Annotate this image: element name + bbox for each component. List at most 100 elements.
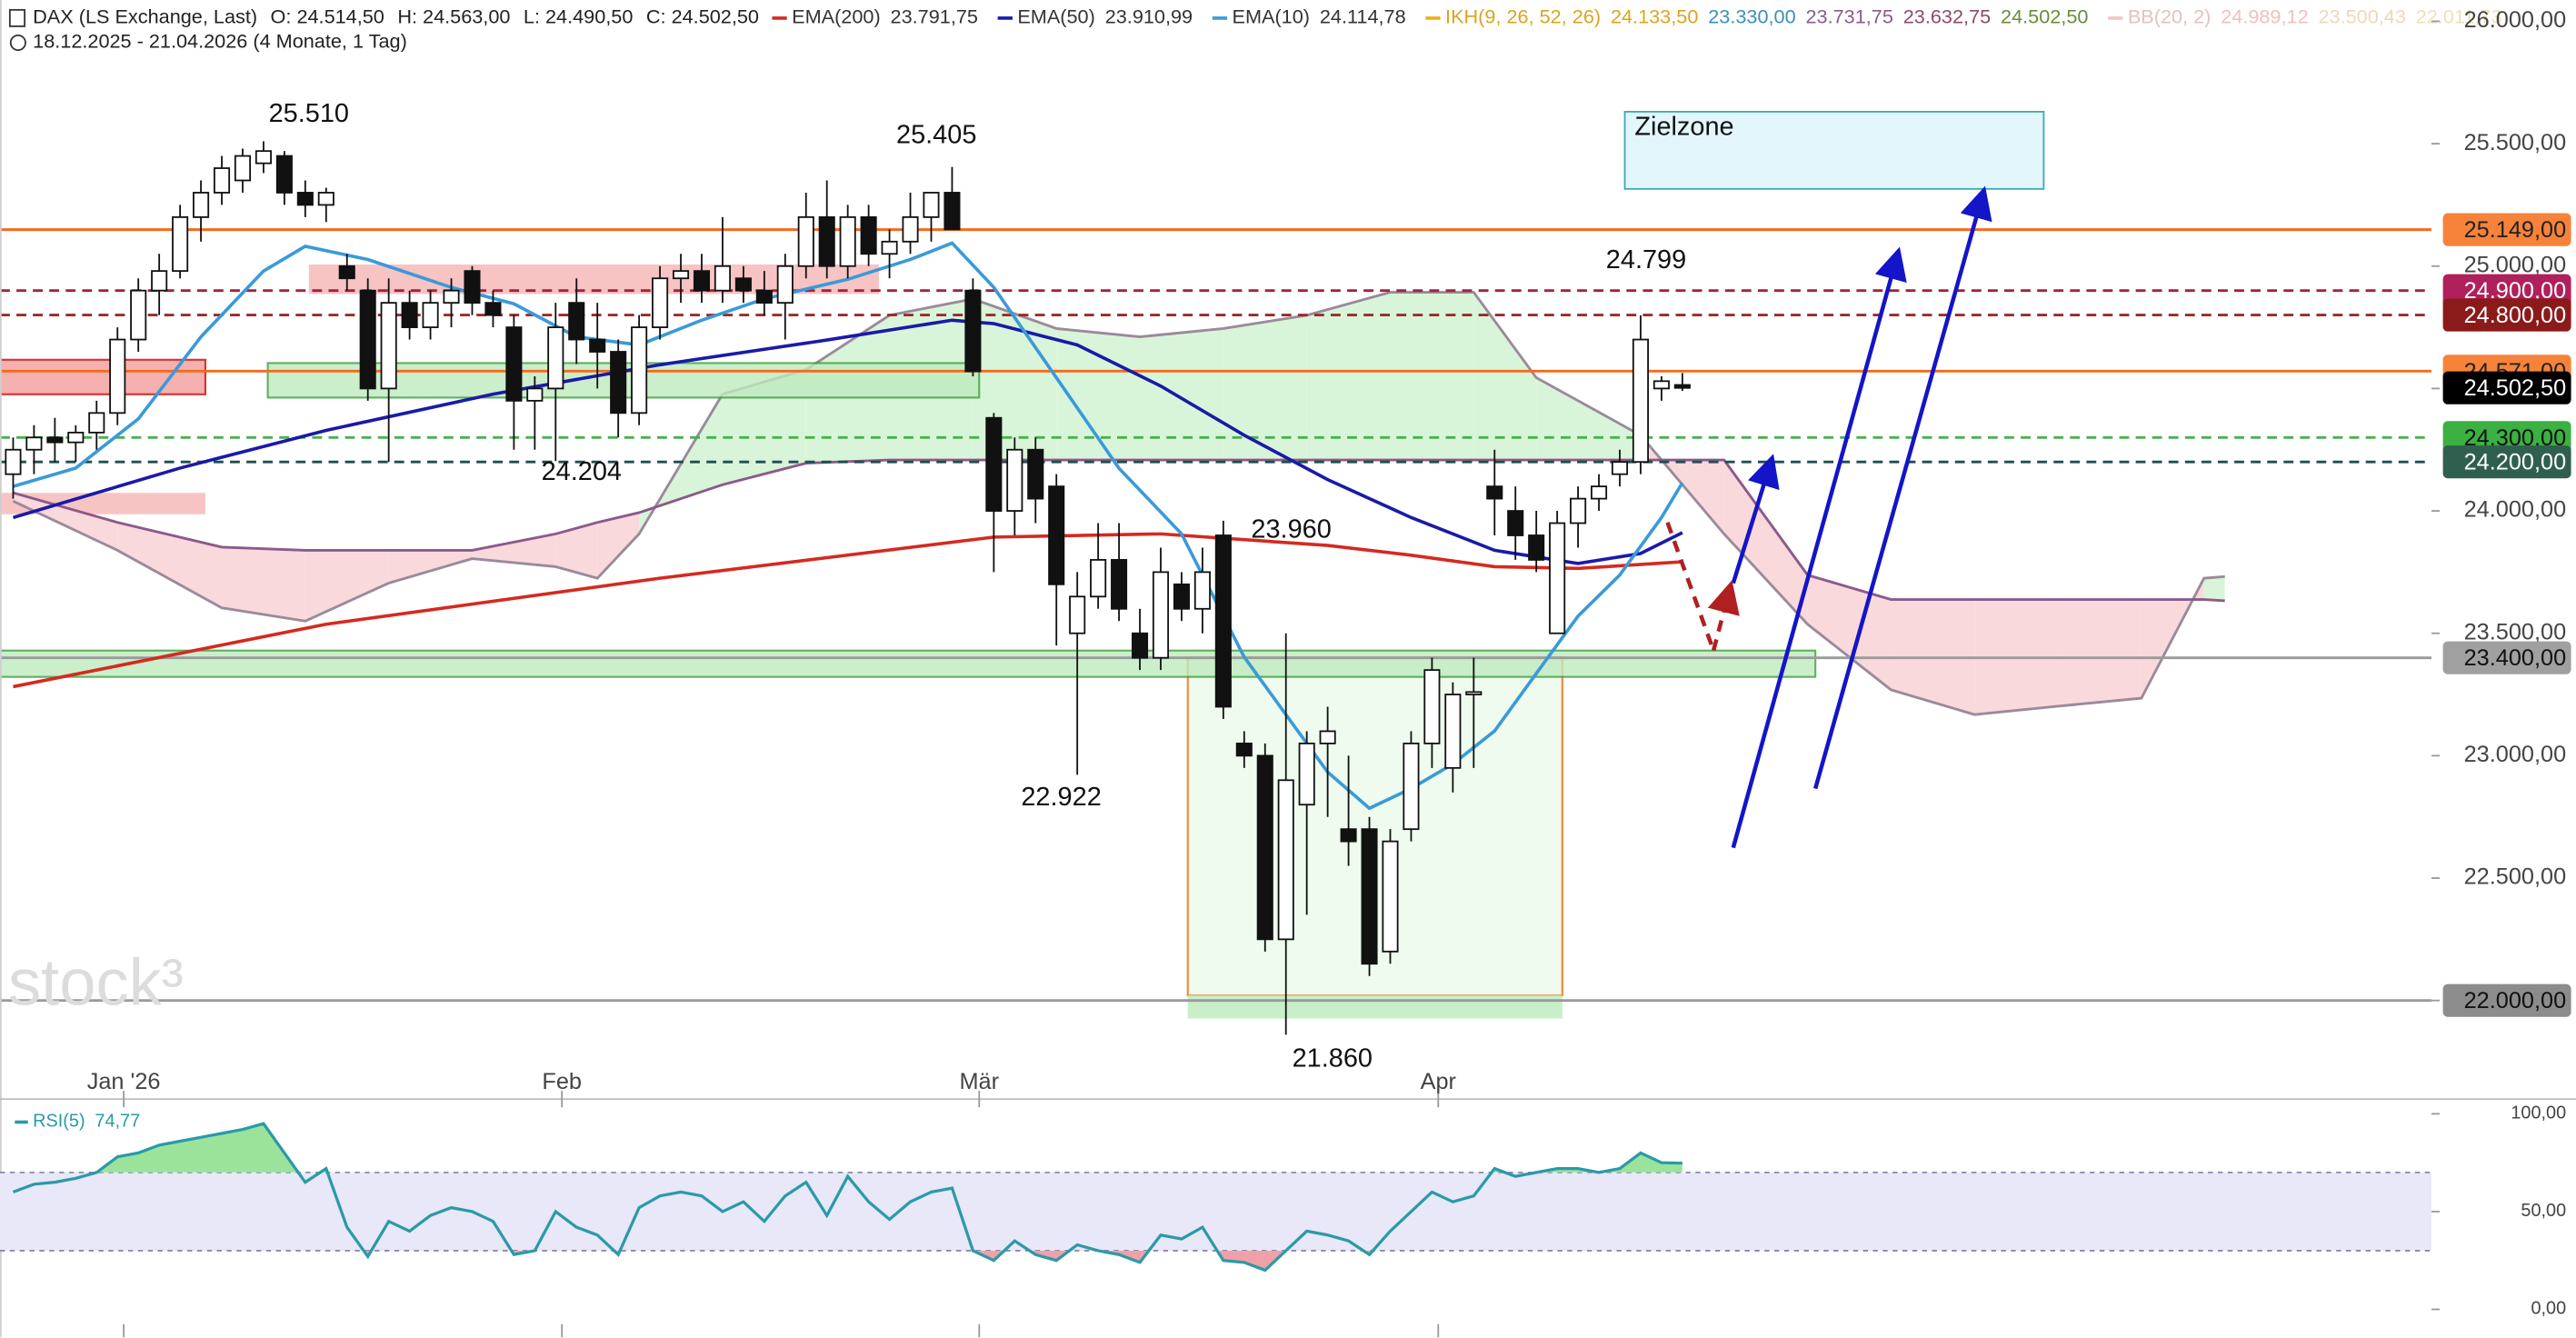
- price-tag: [2442, 984, 2571, 1017]
- candle-body: [213, 167, 231, 194]
- price-tag: [2442, 298, 2571, 332]
- arrow: [1665, 521, 1716, 652]
- cloud-segment: [1223, 315, 1307, 461]
- clock-icon: [9, 34, 26, 52]
- cloud-segment: [1723, 460, 1808, 624]
- ema-line: [12, 318, 1683, 565]
- legend-value: 24.114,78: [1320, 5, 1406, 28]
- candle-body: [1652, 380, 1670, 390]
- candle-body: [547, 326, 564, 390]
- cloud-segment: [2203, 576, 2225, 601]
- candle-body: [1277, 779, 1294, 941]
- legend-value: 23.791,75: [891, 5, 978, 28]
- date-range: 18.12.2025 - 21.04.2026 (4 Monate, 1 Tag…: [33, 30, 407, 53]
- cloud-segment: [388, 550, 473, 584]
- cloud-segment: [305, 550, 389, 622]
- cloud-segment: [1306, 292, 1391, 461]
- candle-body: [422, 302, 439, 328]
- candle-body: [1444, 694, 1462, 769]
- candle-body: [1465, 691, 1483, 695]
- price-tag: [2442, 641, 2571, 674]
- legend-name: BB(20, 2): [2128, 5, 2212, 28]
- candle-body: [1632, 338, 1649, 464]
- price-tag-label: 24.200,00: [2464, 450, 2567, 475]
- legend-value: 23.500,43: [2318, 5, 2405, 28]
- ema-line: [12, 241, 1684, 811]
- candle-body: [296, 192, 314, 206]
- header: DAX (LS Exchange, Last) O: 24.514,50 H: 24…: [8, 5, 2502, 53]
- candles: [5, 141, 1691, 1035]
- candle-body: [631, 326, 648, 414]
- legend-value: 22.011,73: [2416, 5, 2502, 28]
- candle-body: [881, 240, 898, 255]
- cloud-segment: [555, 522, 598, 579]
- candle-body: [1673, 384, 1691, 389]
- candle-body: [25, 436, 43, 451]
- candle-body: [443, 289, 460, 305]
- arrow: [1731, 454, 1780, 584]
- candle-body: [1423, 669, 1441, 744]
- legend-value: 24.989,12: [2221, 5, 2308, 28]
- y-tick-label: 26.000,00: [2464, 7, 2567, 33]
- price-tag-label: 23.400,00: [2464, 645, 2567, 671]
- candle-body: [1069, 595, 1086, 634]
- arrows: [1665, 185, 1992, 849]
- candle-body: [652, 277, 669, 328]
- candle-body: [1611, 461, 1629, 475]
- price-tag: [2442, 445, 2571, 479]
- candle-body: [1528, 534, 1545, 561]
- last-price-tag: [2442, 371, 2571, 404]
- rsi-panel: 0,00 50,00 100,00 RSI(5) 74,77: [0, 1103, 2566, 1319]
- legend-value: 23.910,99: [1105, 5, 1193, 28]
- chart-icon: [8, 8, 26, 27]
- candle-body: [1382, 840, 1399, 953]
- candle-body: [734, 277, 752, 292]
- candle-body: [505, 326, 523, 402]
- cloud-segment: [1140, 328, 1223, 461]
- candle-body: [151, 270, 168, 292]
- candle-body: [1403, 743, 1420, 831]
- candle-body: [1319, 730, 1336, 744]
- candle-body: [1193, 571, 1211, 610]
- candle-body: [1298, 743, 1315, 806]
- ohlc-label: C: 24.502,50: [646, 5, 759, 28]
- cloud-span: [12, 291, 2225, 716]
- candle-body: [255, 150, 272, 165]
- rsi-legend-name: RSI(5): [33, 1112, 85, 1132]
- annotation: 21.860: [1293, 1043, 1373, 1073]
- candle-body: [317, 192, 334, 206]
- annotation: 22.922: [1021, 783, 1101, 812]
- cloud-segment: [1536, 377, 1641, 461]
- candle-body: [1340, 828, 1357, 843]
- legend-value: 24.502,50: [2001, 5, 2088, 28]
- zone: [1187, 995, 1563, 1019]
- legend-value: 24.133,50: [1611, 5, 1698, 28]
- candle-body: [1152, 571, 1170, 659]
- candle-body: [275, 155, 293, 194]
- candle-body: [1090, 559, 1107, 598]
- target-zone-label: Zielzone: [1634, 113, 1733, 142]
- arrow: [1707, 580, 1740, 652]
- candle-body: [1048, 485, 1065, 585]
- candle-body: [1486, 485, 1503, 500]
- y-tick-label: 22.500,00: [2464, 864, 2567, 890]
- candle-body: [902, 215, 919, 243]
- cloud-segment: [1473, 292, 1537, 461]
- candle-body: [1006, 448, 1023, 512]
- candle-body: [193, 192, 210, 218]
- annotation: 25.405: [896, 121, 976, 150]
- candle-body: [610, 351, 627, 414]
- cloud-segment: [1807, 574, 1892, 690]
- candle-body: [172, 215, 189, 273]
- cloud-segment: [597, 512, 640, 579]
- candle-body: [839, 215, 856, 267]
- candle-body: [985, 416, 1003, 512]
- y-tick-label: 23.500,00: [2464, 619, 2567, 644]
- x-tick-label: Jan '26: [87, 1069, 161, 1094]
- candle-body: [964, 289, 982, 373]
- rsi-legend-value: 74,77: [95, 1112, 140, 1132]
- candle-body: [1591, 485, 1608, 500]
- rsi-oversold: [364, 1250, 1373, 1271]
- price-tags: 25.149,0024.900,0024.800,0024.571,0024.3…: [2442, 213, 2571, 1017]
- y-tick-label: 25.000,00: [2464, 252, 2567, 277]
